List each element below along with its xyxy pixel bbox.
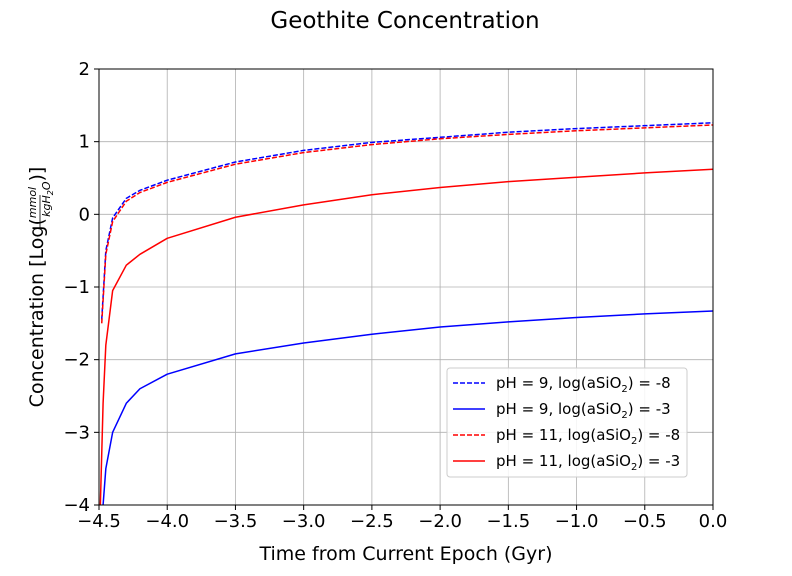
x-tick-label: −3.5 [214, 511, 258, 532]
x-ticks: −4.5 −4.0 −3.5 −3.0 −2.5 −2.0 −1.5 −1.0 −0.5 0.0 [77, 505, 727, 532]
legend-label: pH = 11, log(aSiO2) = -8 [496, 426, 680, 447]
y-axis-title-suffix: )] [26, 167, 48, 182]
y-tick-label: 2 [79, 59, 90, 80]
series-line [102, 310, 714, 506]
y-tick-label: 1 [79, 132, 90, 153]
series-line [99, 168, 714, 506]
x-tick-label: −1.5 [486, 511, 530, 532]
x-tick-label: −1.0 [555, 511, 599, 532]
legend-label: pH = 9, log(aSiO2) = -8 [496, 374, 671, 395]
y-tick-label: −1 [63, 277, 90, 298]
x-tick-label: −2.5 [350, 511, 394, 532]
series-line [100, 124, 714, 324]
y-axis-title-fraction-den: kgH [40, 195, 53, 217]
x-tick-label: −4.0 [145, 511, 189, 532]
x-tick-label: −0.5 [623, 511, 667, 532]
y-ticks: 2 1 0 −1 −2 −3 −4 [63, 59, 99, 516]
legend: pH = 9, log(aSiO2) = -8 pH = 9, log(aSiO2… [446, 367, 688, 478]
y-axis-title-fraction-den-tail: O [40, 181, 53, 190]
y-axis-title: Concentration [Log(mmolkgH2O)] [26, 167, 55, 408]
y-axis-title-fraction-den-sub: 2 [46, 190, 55, 195]
x-tick-label: 0.0 [699, 511, 728, 532]
svg-text:Concentration [Log(mmolkgH2O)]: Concentration [Log(mmolkgH2O)] [26, 167, 55, 408]
y-tick-label: −4 [63, 495, 90, 516]
legend-frame [446, 367, 688, 478]
x-tick-label: −4.5 [77, 511, 121, 532]
y-axis-title-fraction-num: mmol [26, 187, 39, 218]
legend-label: pH = 11, log(aSiO2) = -3 [496, 452, 680, 473]
series-lines [99, 122, 714, 506]
x-axis-title: Time from Current Epoch (Gyr) [258, 543, 552, 565]
series-line [100, 122, 714, 320]
y-axis-title-prefix: Concentration [Log( [26, 218, 48, 407]
chart-title: Geothite Concentration [270, 8, 539, 34]
x-tick-label: −2.0 [418, 511, 462, 532]
y-tick-label: −2 [63, 350, 90, 371]
y-tick-label: −3 [63, 422, 90, 443]
y-tick-label: 0 [79, 204, 90, 225]
legend-label: pH = 9, log(aSiO2) = -3 [496, 400, 671, 421]
x-tick-label: −3.0 [282, 511, 326, 532]
